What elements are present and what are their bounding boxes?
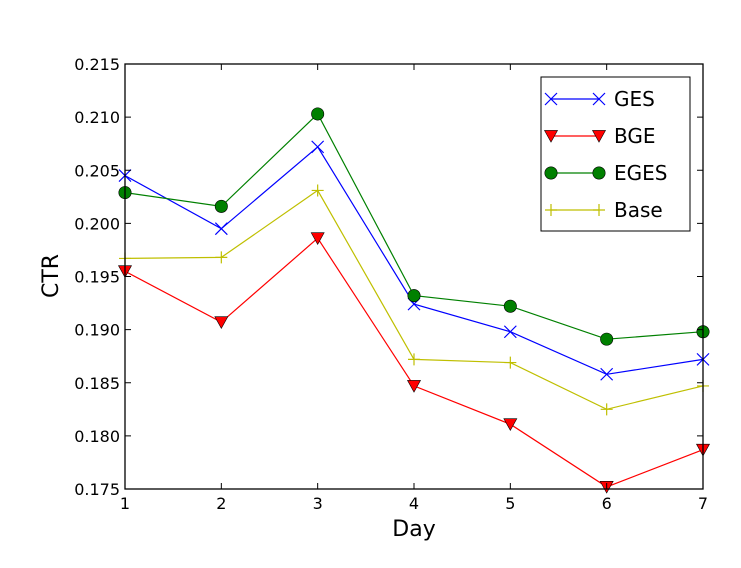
point-base-4 (408, 353, 420, 366)
legend-marker-base-start-shape (545, 204, 557, 216)
y-axis-label: CTR (39, 254, 64, 298)
point-eges-4-shape (407, 289, 421, 303)
ticks-layer: 1 2 3 4 5 6 7 0.175 0.180 0.185 0.190 0.195 0.200 0.2… (74, 55, 708, 513)
point-base-2 (215, 251, 228, 264)
point-ges-5 (503, 325, 517, 339)
point-eges-3 (311, 107, 325, 121)
y-tick-label: 0.210 (74, 108, 120, 127)
point-ges-5-shape (503, 325, 517, 339)
legend-marker-base-end-shape (593, 204, 605, 216)
legend-label-ges: GES (614, 87, 655, 111)
legend-label-base: Base (614, 198, 663, 222)
legend-marker-bge-end (591, 130, 607, 143)
point-base-5 (504, 356, 517, 369)
point-eges-2 (214, 199, 228, 213)
point-eges-5-shape (503, 299, 517, 313)
legend-marker-ges-start-shape (544, 92, 558, 106)
y-tick-label: 0.190 (74, 321, 120, 340)
point-base-3 (311, 184, 324, 197)
point-ges-2-shape (214, 222, 228, 236)
legend-label-bge: BGE (614, 124, 656, 148)
legend-marker-eges-end (592, 166, 606, 180)
legend-marker-ges-start (544, 92, 558, 106)
y-tick-label: 0.185 (74, 374, 120, 393)
point-ges-2 (214, 222, 228, 236)
point-bge-2-shape (214, 316, 229, 329)
legend-marker-bge-start-shape (543, 130, 559, 143)
x-tick-label: 5 (505, 494, 515, 513)
point-bge-5 (503, 418, 518, 431)
y-tick-label: 0.200 (74, 214, 120, 233)
point-base-3-shape (311, 184, 324, 197)
x-tick-label: 2 (216, 494, 226, 513)
point-ges-3-shape (311, 140, 325, 154)
point-bge-2 (214, 316, 229, 329)
series-base (119, 184, 709, 416)
x-axis-label: Day (392, 517, 435, 542)
point-eges-4 (407, 289, 421, 303)
point-ges-3 (311, 140, 325, 154)
y-tick-label: 0.205 (74, 161, 120, 180)
x-tick-label: 4 (409, 494, 419, 513)
legend-marker-bge-end-shape (591, 130, 607, 143)
legend-item-eges: EGES (544, 161, 667, 185)
point-base-6-shape (600, 403, 613, 416)
legend-marker-ges-end-shape (592, 92, 606, 106)
y-tick-label: 0.180 (74, 427, 120, 446)
legend-marker-eges-start (544, 166, 558, 180)
y-tick-label: 0.175 (74, 480, 120, 499)
x-tick-label: 7 (698, 494, 708, 513)
point-ges-6 (600, 367, 614, 381)
x-tick-label: 6 (602, 494, 612, 513)
point-base-4-shape (408, 353, 420, 366)
legend-marker-ges-end (592, 92, 606, 106)
point-ges-6-shape (600, 367, 614, 381)
point-base-5-shape (504, 356, 517, 369)
series-layer (117, 107, 711, 494)
y-tick-label: 0.215 (74, 55, 120, 74)
point-bge-5-shape (503, 418, 518, 431)
point-base-2-shape (215, 251, 228, 264)
legend-marker-bge-start (543, 130, 559, 143)
legend-marker-eges-end-shape (592, 166, 606, 180)
legend: GES BGE EGES Base (540, 76, 691, 232)
x-tick-label: 3 (313, 494, 323, 513)
legend-item-base: Base (545, 198, 663, 222)
y-tick-label: 0.195 (74, 268, 120, 287)
legend-marker-base-start (545, 204, 557, 216)
point-bge-3 (310, 232, 325, 246)
legend-item-bge: BGE (543, 124, 656, 148)
legend-label-eges: EGES (614, 161, 667, 185)
legend-marker-eges-start-shape (544, 166, 558, 180)
point-bge-4 (406, 380, 422, 393)
point-base-6 (600, 403, 613, 416)
point-eges-6-shape (600, 332, 614, 346)
legend-item-ges: GES (544, 87, 655, 111)
point-eges-3-shape (311, 107, 325, 121)
point-eges-2-shape (214, 199, 228, 213)
legend-marker-base-end (593, 204, 605, 216)
series-eges (118, 107, 710, 346)
point-eges-5 (503, 299, 517, 313)
legend-box (540, 76, 691, 232)
point-bge-4-shape (406, 380, 422, 393)
point-eges-6 (600, 332, 614, 346)
x-tick-label: 1 (120, 494, 130, 513)
point-bge-3-shape (310, 232, 325, 246)
